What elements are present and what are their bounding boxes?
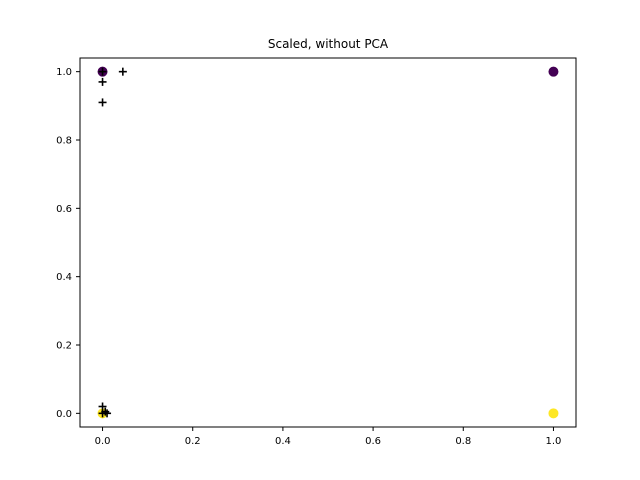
data-point-plus (98, 98, 107, 107)
x-tick-label: 0.0 (95, 436, 111, 447)
y-tick-label: 1.0 (56, 67, 72, 78)
y-tick-label: 0.6 (56, 204, 72, 215)
y-tick-label: 0.2 (56, 341, 72, 352)
x-tick-label: 0.8 (455, 436, 471, 447)
x-tick-label: 1.0 (546, 436, 562, 447)
data-point-circle (548, 408, 559, 419)
x-tick-label: 0.2 (185, 436, 201, 447)
data-point-plus (118, 67, 127, 76)
x-tick-label: 0.4 (275, 436, 291, 447)
chart-title: Scaled, without PCA (268, 37, 389, 51)
data-point-plus (98, 402, 107, 411)
data-point-circle (548, 66, 559, 77)
y-tick-label: 0.8 (56, 136, 72, 147)
data-point-plus (98, 67, 107, 76)
data-point-plus (103, 409, 112, 418)
data-point-plus (101, 407, 110, 416)
x-tick-label: 0.6 (365, 436, 381, 447)
y-tick-label: 0.0 (56, 409, 72, 420)
plot-area: 0.0 0.2 0.4 0.6 0.8 1.0 0.0 0.2 0.4 0.6 0.8 1.0 (56, 57, 577, 447)
axes-frame (79, 57, 577, 428)
data-point-plus (98, 77, 107, 86)
y-tick-label: 0.4 (56, 272, 72, 283)
